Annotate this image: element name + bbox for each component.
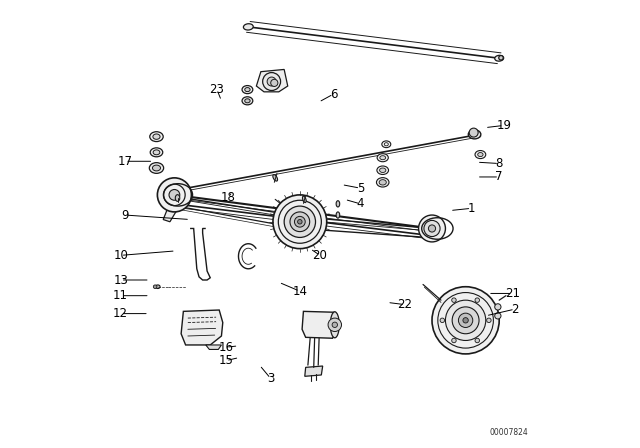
Ellipse shape — [379, 180, 387, 185]
Circle shape — [157, 178, 191, 212]
Text: 2: 2 — [511, 302, 518, 316]
Circle shape — [267, 77, 276, 86]
Text: 18: 18 — [221, 190, 236, 204]
Ellipse shape — [336, 201, 340, 207]
Ellipse shape — [377, 154, 388, 162]
Text: 9: 9 — [122, 208, 129, 222]
Circle shape — [458, 313, 473, 327]
Ellipse shape — [330, 312, 339, 338]
Ellipse shape — [153, 134, 160, 139]
Circle shape — [445, 300, 486, 340]
Circle shape — [154, 285, 157, 289]
Circle shape — [475, 298, 479, 302]
Text: 6: 6 — [330, 87, 337, 101]
Circle shape — [294, 216, 305, 227]
Text: 4: 4 — [356, 197, 364, 211]
Circle shape — [273, 195, 327, 249]
Polygon shape — [206, 345, 221, 349]
Circle shape — [428, 225, 436, 232]
Text: 7: 7 — [495, 170, 503, 184]
Ellipse shape — [242, 86, 253, 94]
Circle shape — [424, 220, 440, 237]
Circle shape — [499, 56, 503, 60]
Polygon shape — [302, 311, 337, 338]
Circle shape — [469, 128, 478, 137]
Text: 10: 10 — [113, 249, 128, 262]
Circle shape — [419, 215, 445, 242]
Ellipse shape — [150, 132, 163, 142]
Circle shape — [475, 338, 479, 343]
Text: 00007824: 00007824 — [490, 428, 529, 437]
Circle shape — [452, 307, 479, 334]
Circle shape — [262, 73, 280, 90]
Circle shape — [440, 318, 445, 323]
Circle shape — [432, 287, 499, 354]
Ellipse shape — [243, 24, 253, 30]
Circle shape — [271, 79, 278, 86]
Text: 3: 3 — [267, 372, 275, 385]
Text: 23: 23 — [209, 83, 225, 96]
Text: 22: 22 — [397, 298, 413, 311]
Ellipse shape — [149, 163, 164, 173]
Ellipse shape — [380, 155, 386, 160]
Text: 19: 19 — [496, 119, 511, 132]
Circle shape — [495, 304, 501, 310]
Text: 12: 12 — [113, 307, 128, 320]
Text: 13: 13 — [113, 273, 128, 287]
Text: 15: 15 — [218, 354, 234, 367]
Ellipse shape — [380, 168, 386, 172]
Text: 21: 21 — [505, 287, 520, 300]
Text: 17: 17 — [118, 155, 132, 168]
Circle shape — [332, 322, 337, 327]
Circle shape — [298, 220, 302, 224]
Ellipse shape — [477, 152, 483, 157]
Polygon shape — [163, 208, 177, 222]
Ellipse shape — [242, 97, 253, 105]
Ellipse shape — [244, 99, 250, 103]
Text: 5: 5 — [356, 181, 364, 195]
Text: 16: 16 — [218, 340, 234, 354]
Circle shape — [284, 206, 316, 237]
Text: 14: 14 — [292, 284, 307, 298]
Ellipse shape — [336, 212, 340, 218]
Text: 11: 11 — [113, 289, 128, 302]
Ellipse shape — [244, 87, 250, 92]
Ellipse shape — [495, 55, 504, 61]
Ellipse shape — [475, 151, 486, 159]
Polygon shape — [181, 310, 223, 345]
Polygon shape — [305, 366, 323, 376]
Ellipse shape — [273, 175, 278, 181]
Circle shape — [290, 212, 310, 232]
Polygon shape — [257, 69, 288, 92]
Ellipse shape — [152, 165, 161, 171]
Ellipse shape — [382, 141, 391, 148]
Circle shape — [169, 190, 180, 200]
Ellipse shape — [303, 196, 306, 202]
Ellipse shape — [175, 194, 180, 202]
Ellipse shape — [153, 150, 160, 155]
Circle shape — [452, 338, 456, 343]
Circle shape — [486, 318, 491, 323]
Ellipse shape — [150, 148, 163, 157]
Circle shape — [328, 318, 342, 332]
Text: 1: 1 — [468, 202, 475, 215]
Circle shape — [495, 313, 501, 319]
Circle shape — [463, 318, 468, 323]
Ellipse shape — [468, 130, 481, 139]
Text: 20: 20 — [312, 249, 328, 262]
Circle shape — [452, 298, 456, 302]
Ellipse shape — [376, 178, 389, 187]
Text: 8: 8 — [495, 157, 503, 170]
Ellipse shape — [377, 166, 388, 174]
Ellipse shape — [156, 285, 160, 289]
